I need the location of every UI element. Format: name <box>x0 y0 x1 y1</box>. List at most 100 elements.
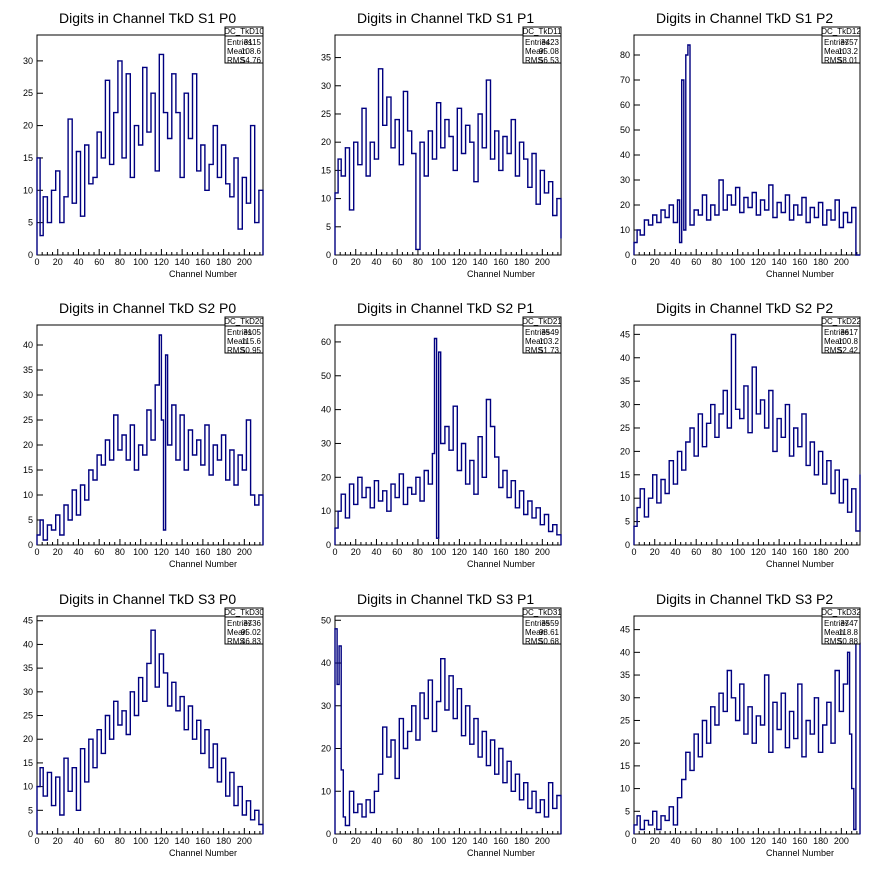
data-point <box>739 683 741 685</box>
data-point <box>751 366 753 368</box>
data-point <box>718 692 720 694</box>
y-tick-label: 10 <box>620 784 630 794</box>
x-tick-label: 0 <box>34 836 39 846</box>
data-point <box>342 816 344 818</box>
data-point <box>784 403 786 406</box>
stats-key: Entries <box>227 619 252 628</box>
data-point <box>237 454 239 456</box>
y-tick-label: 50 <box>321 371 331 381</box>
stats-value: 58.01 <box>838 56 859 65</box>
y-tick-label: 15 <box>620 470 630 480</box>
data-point <box>705 742 708 744</box>
data-point <box>104 714 107 717</box>
data-point <box>361 816 363 818</box>
data-point <box>241 469 243 471</box>
y-tick-label: 0 <box>28 250 33 260</box>
x-tick-label: 160 <box>195 547 210 557</box>
x-tick-label: 200 <box>834 836 849 846</box>
y-tick-label: 25 <box>620 715 630 725</box>
y-tick-label: 5 <box>326 222 331 232</box>
data-point <box>535 812 537 814</box>
x-tick-label: 0 <box>631 836 636 846</box>
data-point <box>423 469 425 472</box>
data-point <box>158 334 160 336</box>
plot-frame <box>36 34 264 256</box>
data-point <box>768 751 770 753</box>
data-point <box>196 170 198 172</box>
x-tick-label: 140 <box>772 257 787 267</box>
data-point <box>743 385 745 387</box>
stats-box <box>821 607 861 645</box>
data-point <box>92 479 94 481</box>
data-point <box>448 135 450 138</box>
x-tick-label: 120 <box>154 836 169 846</box>
data-point <box>485 79 487 81</box>
data-point <box>200 144 202 146</box>
y-tick-label: 30 <box>321 81 331 91</box>
histogram-line <box>633 333 861 545</box>
data-point <box>133 714 136 717</box>
data-point <box>485 765 487 767</box>
data-point <box>117 449 119 451</box>
stats-key: Mean <box>824 47 844 56</box>
chart-title: Digits in Channel TkD S2 P0 <box>59 300 236 316</box>
data-point <box>142 66 144 68</box>
y-tick-label: 20 <box>620 200 630 210</box>
data-point <box>643 219 645 221</box>
data-point <box>39 519 41 521</box>
data-point <box>63 196 65 198</box>
data-point <box>423 175 425 177</box>
x-tick-label: 20 <box>351 257 361 267</box>
data-point <box>547 181 550 183</box>
data-point <box>656 502 658 504</box>
x-tick-label: 140 <box>175 836 190 846</box>
data-point <box>502 135 504 138</box>
data-point <box>664 819 666 821</box>
data-point <box>456 469 458 472</box>
data-point <box>859 474 861 476</box>
data-point <box>768 389 770 392</box>
x-tick-label: 160 <box>493 547 508 557</box>
data-point <box>531 517 533 519</box>
data-point <box>204 189 206 191</box>
data-point <box>171 73 173 75</box>
data-point <box>768 184 770 186</box>
data-point <box>373 158 375 160</box>
data-point <box>427 130 429 132</box>
data-point <box>506 497 508 499</box>
data-point <box>543 192 546 194</box>
data-point <box>755 214 757 216</box>
plot-frame <box>633 34 861 256</box>
x-tick-label: 40 <box>670 257 680 267</box>
data-point <box>527 500 529 502</box>
y-tick-label: 10 <box>620 225 630 235</box>
data-point <box>133 124 136 127</box>
data-point <box>710 706 712 708</box>
data-point <box>129 176 131 178</box>
data-point <box>444 709 446 711</box>
data-point <box>357 803 359 805</box>
y-tick-label: 10 <box>321 194 331 204</box>
histogram-line <box>36 334 264 545</box>
data-point <box>208 163 210 166</box>
stats-name: DC_TkD21 <box>522 317 562 326</box>
data-point <box>705 219 708 221</box>
data-point <box>826 209 828 211</box>
data-point <box>498 747 500 750</box>
data-point <box>793 204 795 206</box>
y-tick-label: 5 <box>28 515 33 525</box>
data-point <box>357 476 359 478</box>
data-point <box>200 752 202 755</box>
data-point <box>539 799 541 801</box>
data-point <box>838 226 840 229</box>
data-point <box>440 658 442 660</box>
data-point <box>784 194 786 196</box>
data-point <box>348 483 351 485</box>
data-point <box>42 539 44 541</box>
data-point <box>759 724 762 726</box>
y-tick-label: 45 <box>620 329 630 339</box>
data-point <box>390 739 392 741</box>
data-point <box>685 54 687 56</box>
x-tick-label: 160 <box>493 257 508 267</box>
stats-key: Entries <box>227 38 252 47</box>
